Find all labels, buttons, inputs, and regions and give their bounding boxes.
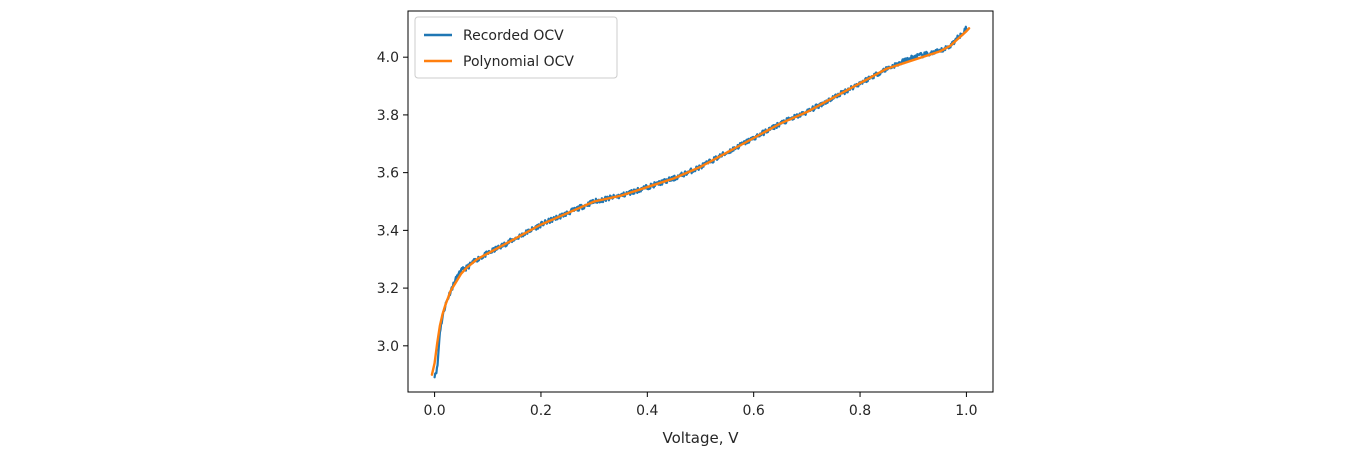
legend-label-polynomial-ocv: Polynomial OCV (463, 54, 574, 70)
y-tick-label: 3.2 (377, 281, 399, 297)
x-axis: 0.0 0.2 0.4 0.6 0.8 1.0 (423, 392, 978, 419)
x-axis-label: Voltage, V (662, 429, 739, 447)
y-tick-label: 4.0 (377, 50, 399, 66)
legend-box (414, 16, 618, 79)
y-tick-label: 3.6 (377, 166, 399, 182)
x-tick-label: 0.0 (423, 403, 445, 419)
y-tick-label: 3.4 (377, 223, 399, 239)
x-tick-label: 0.4 (636, 403, 658, 419)
y-axis: 3.0 3.2 3.4 3.6 3.8 4.0 (377, 50, 408, 355)
x-tick-label: 0.2 (530, 403, 552, 419)
x-tick-label: 0.8 (849, 403, 871, 419)
series-layer (430, 25, 971, 379)
x-tick-label: 0.6 (743, 403, 765, 419)
plot-frame (407, 10, 994, 393)
legend-label-recorded-ocv: Recorded OCV (463, 28, 564, 44)
recorded-ocv-line (433, 25, 968, 379)
x-tick-label: 1.0 (955, 403, 977, 419)
legend: Recorded OCV Polynomial OCV (414, 16, 618, 79)
y-tick-label: 3.8 (377, 108, 399, 124)
polynomial-ocv-line (430, 27, 971, 376)
y-tick-label: 3.0 (377, 339, 399, 355)
